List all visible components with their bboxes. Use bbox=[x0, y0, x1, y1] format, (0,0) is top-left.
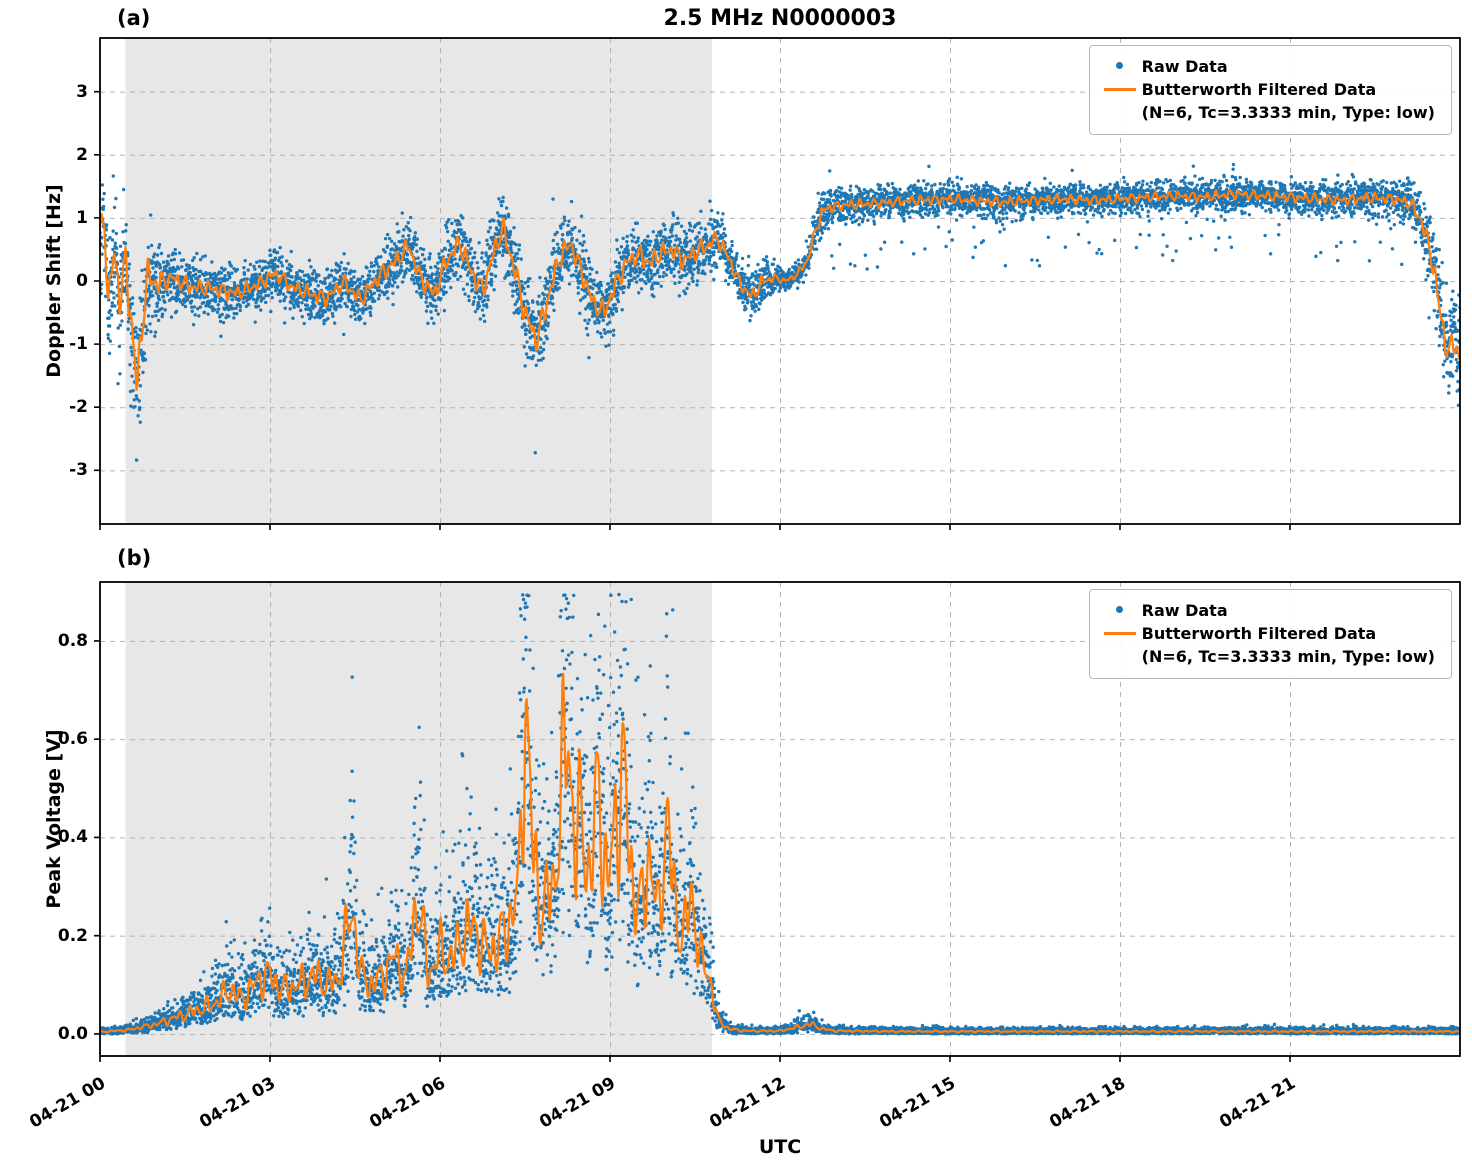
figure: 2.5 MHz N0000003 (a) (b) Doppler Shift [… bbox=[0, 0, 1472, 1172]
chart-canvas bbox=[0, 0, 1472, 1172]
